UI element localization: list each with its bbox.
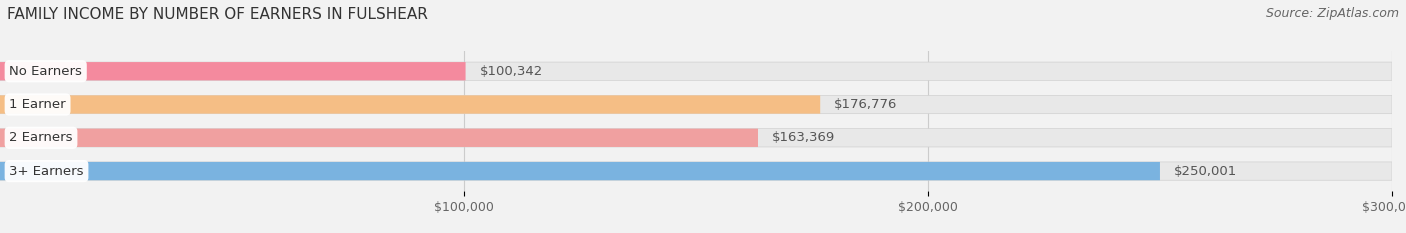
FancyBboxPatch shape bbox=[0, 95, 820, 114]
Text: $100,342: $100,342 bbox=[479, 65, 543, 78]
Text: Source: ZipAtlas.com: Source: ZipAtlas.com bbox=[1265, 7, 1399, 20]
Text: 2 Earners: 2 Earners bbox=[10, 131, 73, 144]
Text: No Earners: No Earners bbox=[10, 65, 82, 78]
FancyBboxPatch shape bbox=[0, 62, 465, 80]
Text: 3+ Earners: 3+ Earners bbox=[10, 164, 84, 178]
Text: $250,001: $250,001 bbox=[1174, 164, 1237, 178]
FancyBboxPatch shape bbox=[0, 62, 1392, 80]
FancyBboxPatch shape bbox=[0, 162, 1160, 180]
Text: $176,776: $176,776 bbox=[834, 98, 897, 111]
FancyBboxPatch shape bbox=[0, 129, 758, 147]
Text: 1 Earner: 1 Earner bbox=[10, 98, 66, 111]
FancyBboxPatch shape bbox=[0, 129, 1392, 147]
FancyBboxPatch shape bbox=[0, 162, 1392, 180]
Text: FAMILY INCOME BY NUMBER OF EARNERS IN FULSHEAR: FAMILY INCOME BY NUMBER OF EARNERS IN FU… bbox=[7, 7, 427, 22]
Text: $163,369: $163,369 bbox=[772, 131, 835, 144]
FancyBboxPatch shape bbox=[0, 95, 1392, 114]
